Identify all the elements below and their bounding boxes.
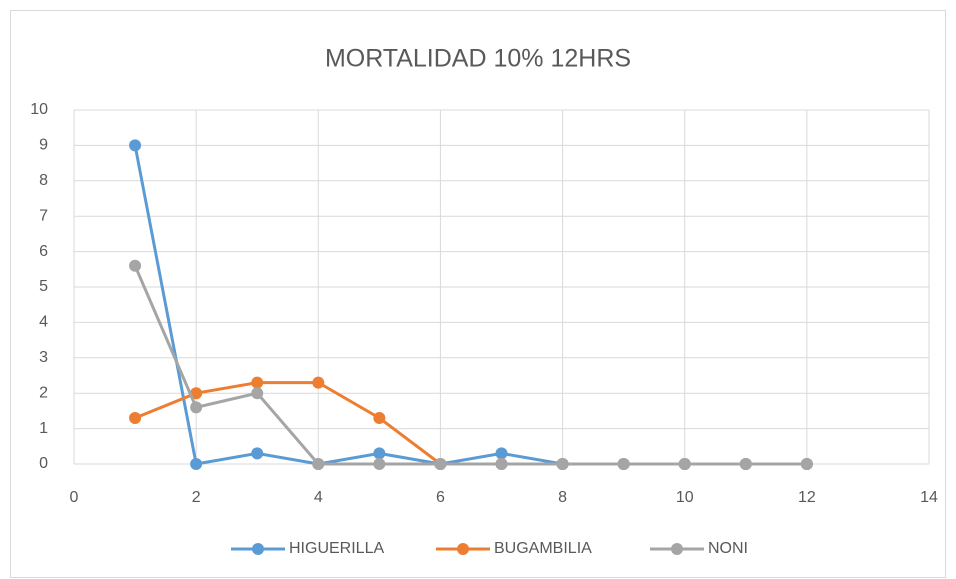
y-tick-label: 0	[39, 455, 48, 472]
x-tick-label: 6	[436, 489, 445, 506]
chart-border	[10, 10, 946, 578]
point	[678, 458, 691, 470]
point	[312, 376, 325, 389]
legend-label: HIGUERILLA	[289, 540, 384, 557]
point	[190, 401, 203, 414]
y-tick-label: 10	[30, 101, 48, 118]
x-tick-label: 10	[676, 489, 694, 506]
x-tick-label: 4	[314, 489, 323, 506]
point	[129, 259, 142, 272]
point	[251, 387, 264, 400]
point	[251, 376, 264, 389]
point	[739, 458, 752, 470]
x-tick-label: 0	[70, 489, 79, 506]
point	[251, 447, 264, 460]
y-tick-label: 8	[39, 172, 48, 189]
point	[495, 447, 508, 460]
y-tick-label: 2	[39, 384, 48, 401]
point	[129, 139, 142, 152]
y-tick-label: 4	[39, 314, 48, 331]
y-tick-label: 9	[39, 137, 48, 154]
series-line	[133, 265, 807, 466]
legend-marker	[671, 543, 683, 555]
x-tick-label: 12	[798, 489, 816, 506]
point	[373, 411, 386, 424]
point	[495, 458, 508, 470]
legend-label: NONI	[708, 540, 748, 557]
x-tick-label: 2	[192, 489, 201, 506]
point	[190, 387, 203, 400]
legend-label: BUGAMBILIA	[494, 540, 592, 557]
y-tick-label: 6	[39, 243, 48, 260]
y-tick-label: 3	[39, 349, 48, 366]
point	[800, 458, 813, 470]
point	[434, 458, 447, 470]
chart-title: MORTALIDAD 10% 12HRS	[325, 45, 631, 73]
legend-marker	[457, 543, 469, 555]
point	[190, 458, 203, 470]
x-tick-label: 8	[558, 489, 567, 506]
point	[373, 447, 386, 460]
legend-marker	[252, 543, 264, 555]
point	[556, 458, 569, 470]
point	[373, 458, 386, 470]
x-tick-label: 14	[920, 489, 938, 506]
point	[617, 458, 630, 470]
point	[129, 411, 142, 424]
point	[312, 458, 325, 470]
y-tick-label: 1	[39, 420, 48, 437]
y-tick-label: 5	[39, 278, 48, 295]
y-tick-label: 7	[39, 207, 48, 224]
